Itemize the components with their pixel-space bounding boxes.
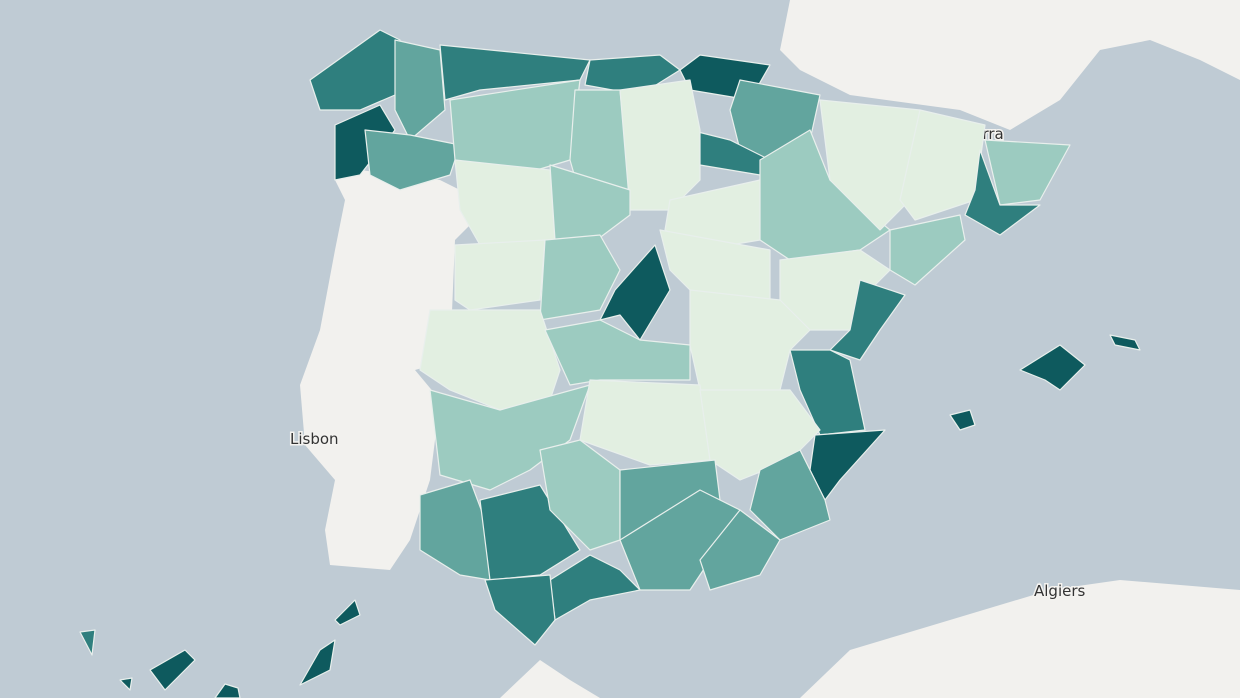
province [584, 54, 681, 96]
province [789, 349, 866, 436]
province [119, 677, 133, 691]
portugal-land [300, 170, 490, 570]
province [889, 214, 966, 286]
province [364, 129, 461, 191]
provinces [79, 29, 1141, 698]
province [829, 279, 906, 361]
city-label: Lisbon [290, 430, 339, 448]
france-land [780, 0, 1240, 130]
province [394, 39, 446, 141]
province [749, 449, 831, 541]
province [599, 244, 671, 341]
province [454, 239, 546, 311]
province [214, 683, 241, 698]
province [439, 44, 591, 101]
province [539, 234, 621, 321]
province [619, 79, 701, 211]
province [964, 149, 1041, 236]
province [544, 319, 691, 386]
province [1109, 334, 1141, 351]
africa-land [500, 660, 600, 698]
africa-land [800, 580, 1240, 698]
province [689, 289, 811, 391]
province [984, 139, 1071, 206]
province [149, 649, 196, 691]
province [79, 629, 96, 656]
province [1019, 344, 1086, 391]
province [899, 109, 986, 221]
province [699, 509, 781, 591]
province [819, 99, 921, 231]
province [759, 129, 891, 261]
province [549, 164, 631, 246]
province [579, 379, 711, 466]
city-label: Algiers [1034, 582, 1086, 600]
province [449, 79, 581, 176]
province [809, 429, 886, 501]
province [334, 599, 361, 626]
province [299, 639, 336, 686]
province [479, 484, 581, 581]
province [484, 574, 556, 646]
province [949, 409, 976, 431]
